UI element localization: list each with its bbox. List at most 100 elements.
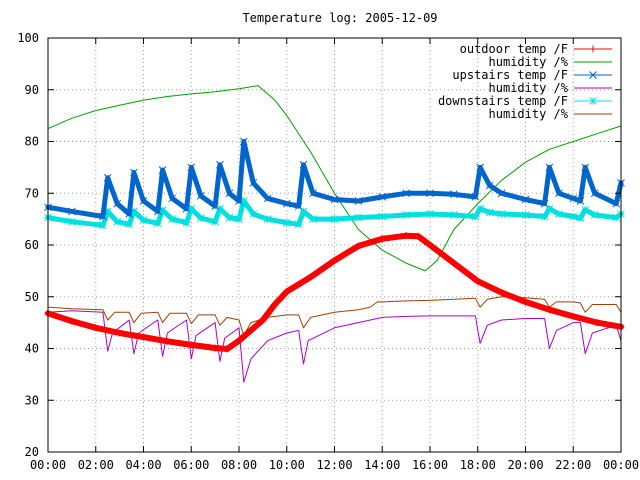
chart-title: Temperature log: 2005-12-09 <box>242 11 437 25</box>
series-point <box>331 257 338 265</box>
series-point <box>450 190 458 199</box>
series-point <box>522 298 529 306</box>
y-tick-label: 70 <box>25 186 39 200</box>
series-point <box>581 205 590 214</box>
series-point <box>471 212 480 221</box>
series-point <box>103 207 112 216</box>
series-point <box>239 137 248 146</box>
series-5 <box>47 296 622 337</box>
legend-marker <box>589 97 597 105</box>
x-tick-label: 20:00 <box>507 458 543 472</box>
series-point <box>485 181 494 190</box>
series-point <box>474 277 482 285</box>
series-4 <box>44 197 625 230</box>
series-point <box>426 189 434 198</box>
series-point <box>309 215 317 223</box>
series-point <box>235 337 243 345</box>
series-point <box>354 213 363 222</box>
series-point <box>576 214 585 222</box>
series-point <box>309 189 317 198</box>
series-point <box>299 160 308 169</box>
series-point <box>330 215 339 223</box>
series-point <box>211 344 219 352</box>
series-point <box>187 163 196 172</box>
legend-marker <box>589 45 597 53</box>
series-point <box>471 193 480 201</box>
series-point <box>259 316 267 324</box>
axis-ticks: 00:00 02:00 04:00 06:00 08:00 10:00 12:00 14:00… <box>17 31 639 472</box>
series-point <box>545 306 553 314</box>
series-point <box>497 189 506 198</box>
series-point <box>330 195 339 204</box>
legend-label: humidity /% <box>489 81 569 95</box>
series-point <box>125 210 134 218</box>
y-tick-label: 90 <box>25 83 39 97</box>
series-0 <box>44 232 625 353</box>
x-tick-label: 12:00 <box>316 458 352 472</box>
series-point <box>354 197 363 205</box>
series-point <box>263 194 272 203</box>
series-point <box>545 204 554 213</box>
series-point <box>576 197 585 205</box>
series-point <box>450 259 458 267</box>
x-tick-label: 00:00 <box>603 458 639 472</box>
series-point <box>153 207 162 216</box>
series-point <box>521 195 530 204</box>
y-tick-label: 80 <box>25 135 39 149</box>
series-point <box>282 218 291 227</box>
series-point <box>569 194 578 203</box>
legend-marker <box>589 71 597 79</box>
series-point <box>402 232 410 240</box>
series-point <box>153 219 162 228</box>
series-line <box>47 296 622 337</box>
series-point <box>113 217 122 226</box>
series-point <box>299 207 308 216</box>
series-point <box>103 173 112 182</box>
series-point <box>581 163 590 172</box>
series-point <box>426 210 434 218</box>
series-point <box>593 319 601 327</box>
x-tick-label: 02:00 <box>78 458 114 472</box>
series-point <box>294 220 303 229</box>
series-line <box>45 232 624 352</box>
series-point <box>187 204 196 213</box>
series-point <box>68 217 76 226</box>
series-point <box>130 168 138 177</box>
series-point <box>113 199 122 208</box>
series-3 <box>47 310 622 383</box>
series-point <box>497 210 506 218</box>
series-point <box>225 189 234 198</box>
series-point <box>540 199 549 208</box>
legend-label: upstairs temp /F <box>452 68 568 82</box>
legend-label: humidity /% <box>489 107 569 121</box>
series-point <box>196 191 205 200</box>
series-point <box>163 337 171 345</box>
y-tick-label: 40 <box>25 342 39 356</box>
series-point <box>99 221 107 230</box>
series-point <box>555 189 563 198</box>
series-point <box>540 212 549 221</box>
x-tick-label: 00:00 <box>30 458 66 472</box>
series-point <box>476 204 484 213</box>
series-point <box>68 207 76 216</box>
series-2 <box>44 137 625 221</box>
legend-label: downstairs temp /F <box>438 94 568 108</box>
series-point <box>354 242 362 250</box>
series-point <box>139 197 148 205</box>
series-line <box>47 85 622 272</box>
series-point <box>521 211 530 219</box>
y-tick-label: 30 <box>25 393 39 407</box>
x-tick-label: 22:00 <box>555 458 591 472</box>
series-point <box>307 273 315 281</box>
y-tick-label: 50 <box>25 290 39 304</box>
series-point <box>378 193 387 201</box>
series-point <box>294 202 303 211</box>
series-point <box>235 215 243 223</box>
x-tick-label: 08:00 <box>221 458 257 472</box>
series-point <box>216 160 224 169</box>
series-point <box>139 216 148 225</box>
series-point <box>187 341 195 349</box>
series-point <box>414 232 422 240</box>
series-point <box>402 189 410 198</box>
